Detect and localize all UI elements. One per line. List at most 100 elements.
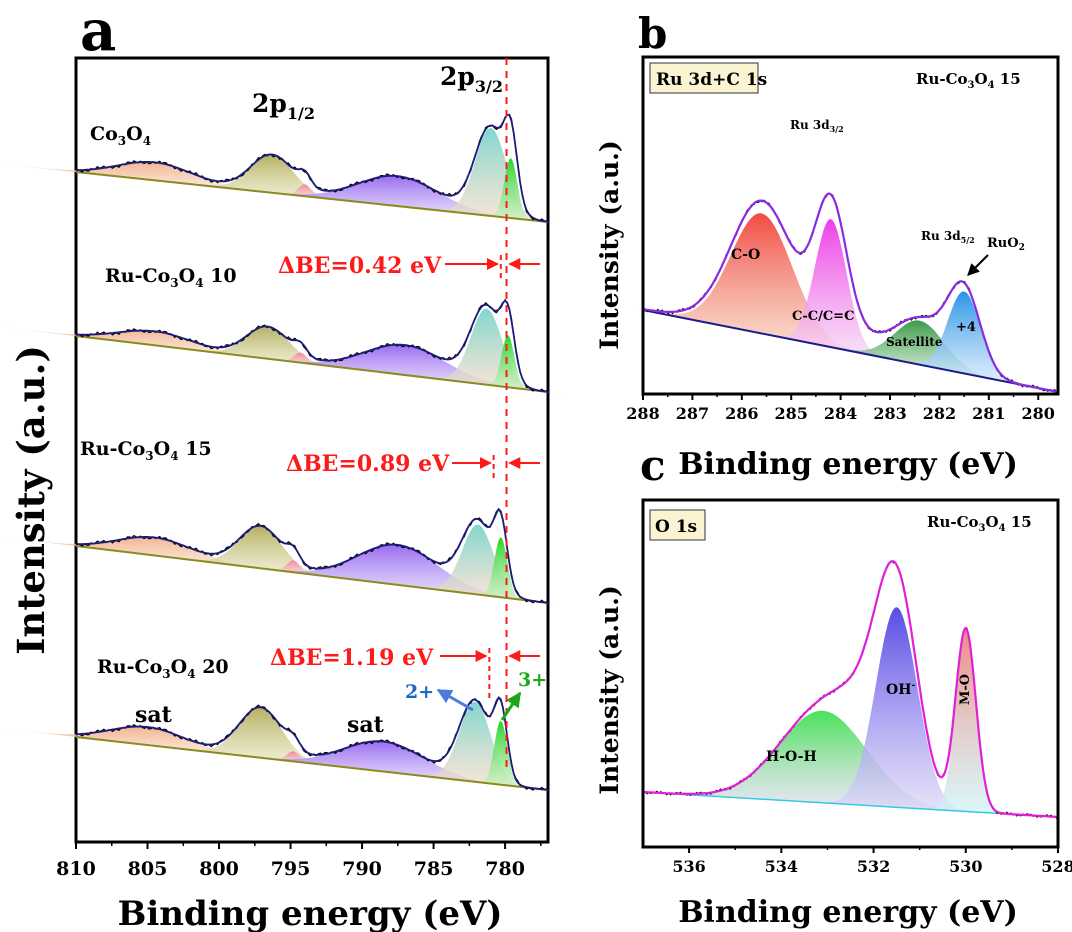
fit-envelope-line (76, 507, 549, 604)
fit-envelope-line (76, 113, 549, 223)
panel-c-ylabel: Intensity (a.u.) (595, 585, 624, 794)
peak-2p12 (181, 326, 354, 369)
peak-2p12 (186, 154, 358, 202)
panel-c-hoh-label: H-O-H (766, 749, 817, 765)
peak-satellite (820, 320, 1019, 385)
panel-b-ru32-label: Ru 3d3/2 (790, 118, 844, 134)
panel-b-ru52-label: Ru 3d5/2 (921, 229, 975, 245)
sat-label-1: sat (135, 702, 173, 728)
ox-label-3plus: 3+ (518, 669, 547, 691)
peak-co2plus (423, 308, 550, 393)
panel-b: 288 287 286 285 284 283 282 281 280 (626, 55, 1060, 423)
panel-c-letter: c (640, 441, 666, 490)
panel-b-region-label: Ru 3d+C 1s (656, 70, 767, 90)
peak-small-pink (267, 751, 320, 765)
panel-b-letter: b (638, 9, 667, 58)
background-line (642, 791, 1059, 818)
x-tick-label: 534 (765, 857, 798, 876)
peak-oh (813, 607, 980, 813)
panel-c-sample: Ru-Co3O4 15 (927, 513, 1032, 534)
x-tick-label: 790 (342, 858, 382, 880)
x-tick-label: 530 (949, 857, 982, 876)
x-tick-label: 785 (414, 858, 454, 880)
panel-c-frame (641, 498, 1060, 849)
fit-envelope-line (642, 560, 1059, 819)
panel-b-ruo2-label: RuO2 (987, 236, 1025, 253)
peak-m-o (925, 629, 1007, 814)
panel-b-co-label: C-O (731, 247, 760, 263)
x-tick-label: 285 (775, 404, 808, 423)
peak-co2plus (412, 701, 538, 789)
panel-c-region-label: O 1s (655, 517, 697, 537)
x-tick-label: 280 (1022, 404, 1055, 423)
panel-b-frame (641, 55, 1060, 396)
panel-b-sat-label: Satellite (886, 335, 943, 349)
sample-label-ru15: Ru-Co3O4 15 (80, 438, 212, 463)
fit-envelope-line (75, 299, 549, 393)
x-tick-label: 795 (271, 858, 311, 880)
x-tick-label: 286 (725, 404, 758, 423)
peak-co2plus (415, 524, 541, 603)
panel-a: 810 805 800 795 790 785 780 (0, 56, 566, 880)
peak-h-o-h (647, 710, 999, 814)
peak-2p12 (174, 526, 347, 579)
arrow-3plus (500, 691, 522, 721)
delta-be-ru15: ΔBE=0.89 eV (286, 451, 450, 477)
fit-envelope-line (642, 192, 1059, 394)
peak-co3plus (482, 335, 534, 391)
x-tick-label: 532 (857, 857, 890, 876)
ox-label-2plus: 2+ (405, 681, 434, 703)
panel-a-ylabel: Intensity (a.u.) (9, 345, 53, 655)
sample-label-co3o4: Co3O4 (90, 123, 151, 148)
x-tick-label: 528 (1041, 857, 1072, 876)
x-tick-label: 780 (485, 858, 525, 880)
x-tick-label: 282 (923, 404, 956, 423)
peak-small-pink (274, 352, 327, 366)
panel-b-plus4-label: +4 (956, 320, 976, 335)
peak-co3plus (475, 537, 527, 601)
background-line (75, 335, 549, 393)
sat-label-2: sat (347, 712, 385, 738)
panel-b-cc-label: C-C/C=C (792, 309, 854, 324)
peak-c-c (767, 219, 894, 360)
panel-a-letter: a (80, 0, 116, 64)
panel-b-ylabel: Intensity (a.u.) (595, 140, 624, 349)
x-tick-label: 810 (56, 858, 96, 880)
panel-c-mo-label: M-O (958, 674, 973, 705)
panel-a-frame (74, 56, 550, 844)
peak-co3plus (485, 158, 537, 221)
panel-a-xlabel: Binding energy (eV) (118, 894, 503, 932)
panel-c: 536 534 532 530 528 (641, 498, 1072, 876)
peak-small-pink (279, 184, 331, 199)
x-tick-label: 281 (972, 404, 1005, 423)
panel-b-sample: Ru-Co3O4 15 (916, 70, 1021, 91)
panel-c-region-box (649, 509, 706, 541)
panel-b-xlabel: Binding energy (eV) (678, 447, 1018, 482)
background-line (642, 309, 1059, 393)
delta-be-ru20: ΔBE=1.19 eV (270, 645, 434, 671)
delta-be-ru10: ΔBE=0.42 eV (278, 253, 442, 279)
sample-label-ru20: Ru-Co3O4 20 (97, 656, 229, 681)
x-tick-label: 536 (672, 857, 705, 876)
panel-c-xlabel: Binding energy (eV) (678, 895, 1018, 930)
arrow-2plus (436, 688, 474, 712)
peak-label-2p32: 2p3/2 (440, 62, 503, 96)
x-tick-label: 283 (873, 404, 906, 423)
x-tick-label: 284 (824, 404, 857, 423)
x-tick-label: 287 (676, 404, 709, 423)
x-tick-label: 805 (128, 858, 168, 880)
peak-co3plus (475, 720, 527, 788)
sample-label-ru10: Ru-Co3O4 10 (105, 265, 237, 290)
background-line (75, 545, 549, 604)
background-line (75, 171, 549, 223)
x-tick-label: 288 (626, 404, 659, 423)
peak-small-pink (267, 560, 320, 576)
panel-b-region-box (649, 62, 759, 94)
peak-ru-plus4 (898, 291, 1030, 387)
x-tick-label: 800 (199, 858, 239, 880)
peak-c-o (639, 213, 885, 358)
panel-c-oh-label: OH- (886, 681, 915, 698)
ruo2-arrow (967, 254, 989, 276)
background-line (75, 736, 549, 791)
